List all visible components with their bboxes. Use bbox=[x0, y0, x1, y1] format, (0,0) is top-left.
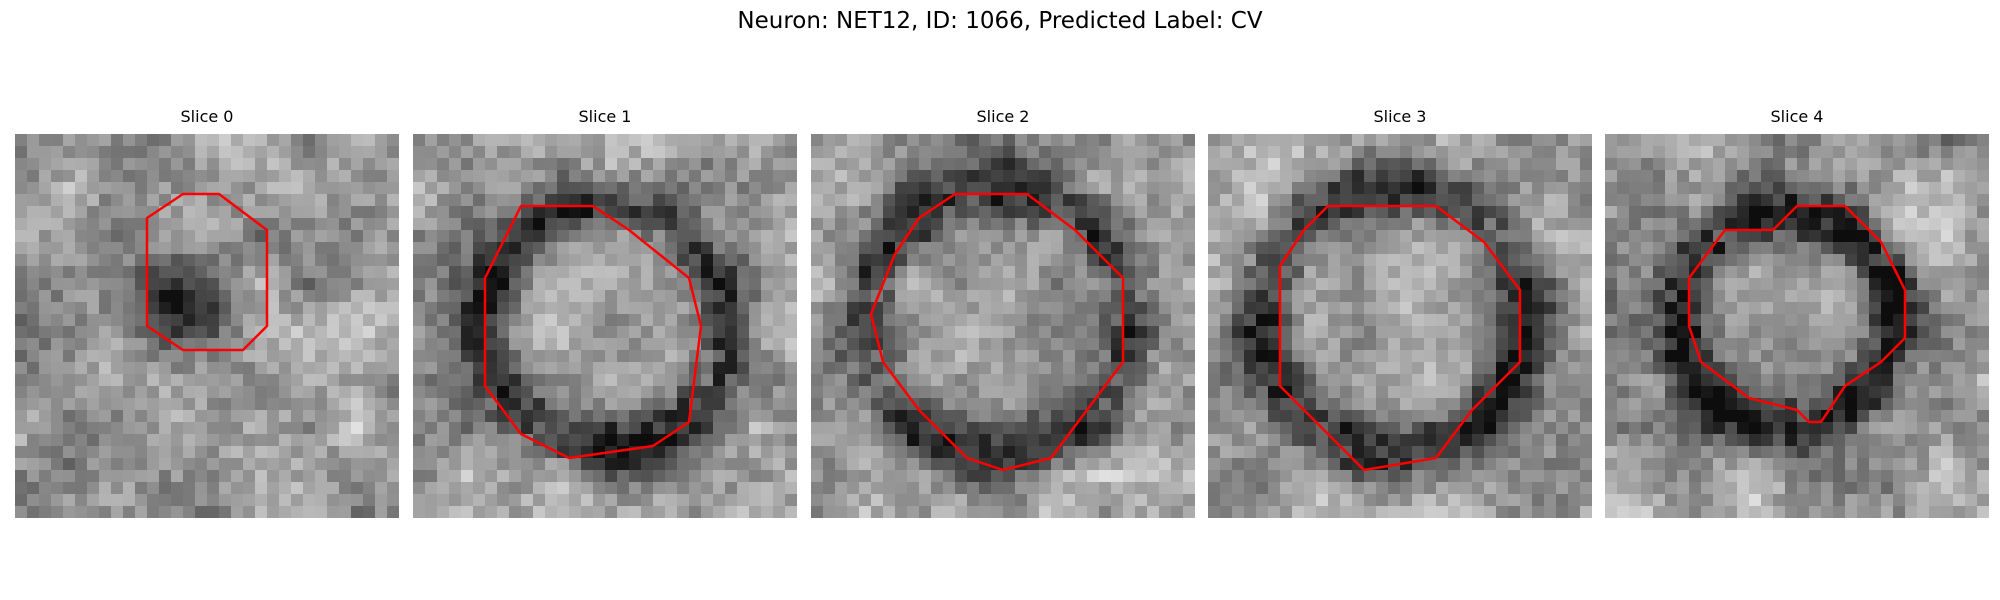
segmentation-contour bbox=[483, 204, 703, 460]
figure-title: Neuron: NET12, ID: 1066, Predicted Label… bbox=[737, 8, 1263, 34]
microscopy-image bbox=[1605, 134, 1989, 518]
slice-panel-4: Slice 4 bbox=[1605, 107, 1989, 518]
slice-title: Slice 2 bbox=[976, 107, 1030, 126]
microscopy-image bbox=[811, 134, 1195, 518]
segmentation-contour bbox=[1278, 204, 1522, 472]
slice-panel-3: Slice 3 bbox=[1208, 107, 1592, 518]
slice-panel-1: Slice 1 bbox=[413, 107, 797, 518]
segmentation-contour bbox=[145, 192, 269, 352]
slice-title: Slice 0 bbox=[180, 107, 234, 126]
microscopy-image bbox=[1208, 134, 1592, 518]
segmentation-contour bbox=[869, 192, 1125, 472]
microscopy-image bbox=[413, 134, 797, 518]
slice-title: Slice 4 bbox=[1770, 107, 1824, 126]
slice-panel-2: Slice 2 bbox=[811, 107, 1195, 518]
slice-panel-0: Slice 0 bbox=[15, 107, 399, 518]
microscopy-image bbox=[15, 134, 399, 518]
slice-title: Slice 3 bbox=[1373, 107, 1427, 126]
slice-title: Slice 1 bbox=[578, 107, 632, 126]
segmentation-contour bbox=[1687, 204, 1907, 424]
